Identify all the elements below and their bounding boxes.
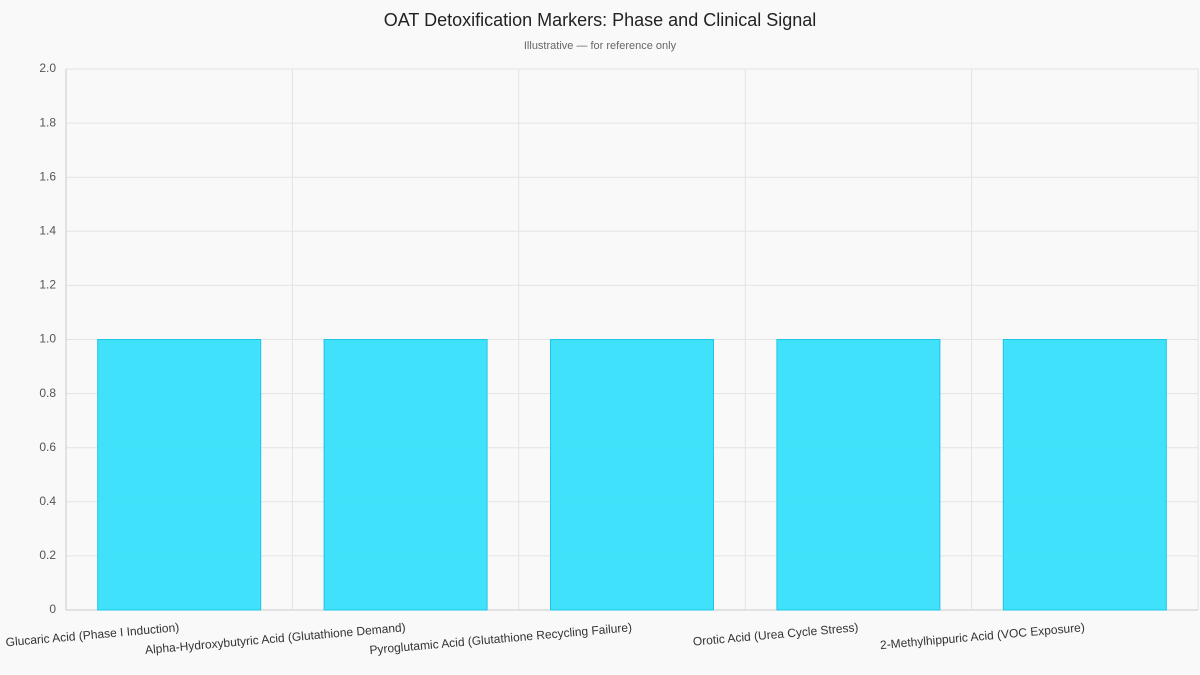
- bar: [549, 339, 715, 611]
- y-tick-label: 0.6: [39, 440, 56, 454]
- x-tick-label: Pyroglutamic Acid (Glutathione Recycling…: [369, 620, 633, 657]
- bar: [97, 339, 262, 611]
- x-tick-label: Orotic Acid (Urea Cycle Stress): [692, 620, 859, 648]
- y-tick-label: 1.2: [39, 278, 56, 292]
- x-tick-label: Alpha-Hydroxybutyric Acid (Glutathione D…: [144, 620, 406, 657]
- y-tick-label: 0.4: [39, 494, 56, 508]
- y-tick-label: 1.6: [39, 169, 56, 183]
- x-tick-label: 2-Methylhippuric Acid (VOC Exposure): [879, 620, 1085, 652]
- y-tick-label: 0.8: [39, 386, 56, 400]
- bar: [323, 339, 488, 611]
- chart-title: OAT Detoxification Markers: Phase and Cl…: [384, 10, 817, 30]
- bar: [776, 339, 941, 611]
- y-tick-label: 1.4: [39, 223, 56, 237]
- y-tick-label: 0: [49, 602, 56, 616]
- y-tick-label: 0.2: [39, 548, 56, 562]
- bar: [1002, 339, 1167, 611]
- y-tick-label: 2.0: [39, 61, 56, 75]
- y-tick-label: 1.0: [39, 332, 56, 346]
- chart-subtitle: Illustrative — for reference only: [524, 40, 677, 52]
- y-tick-label: 1.8: [39, 115, 56, 129]
